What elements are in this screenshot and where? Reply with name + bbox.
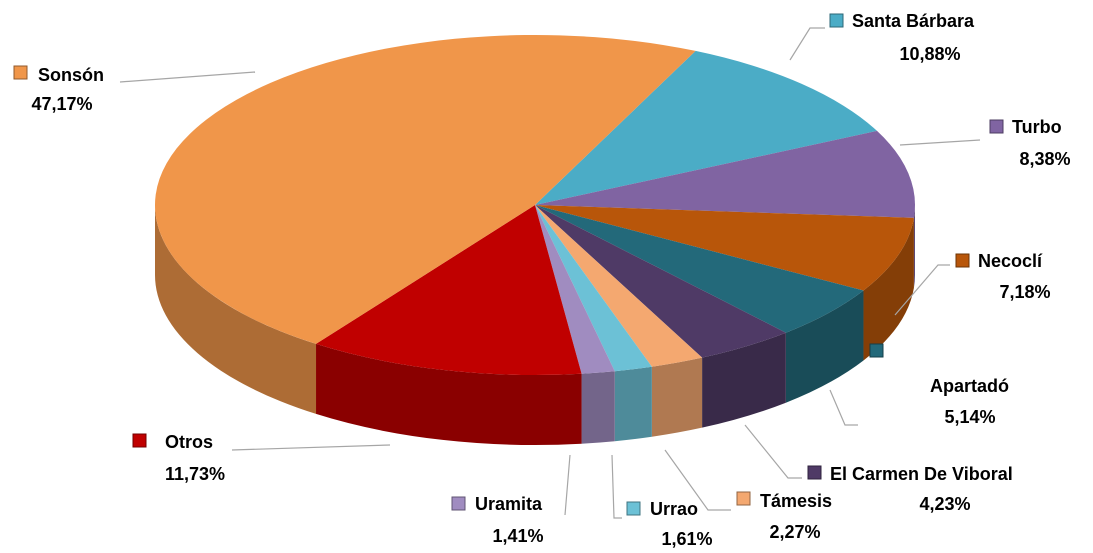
slice-side bbox=[614, 366, 652, 442]
legend-marker bbox=[451, 496, 466, 511]
slice-name: Turbo bbox=[1012, 117, 1062, 137]
slice bbox=[535, 50, 878, 206]
slice-value: 8,38% bbox=[1019, 149, 1070, 169]
slice bbox=[535, 205, 615, 374]
slice-name: Sonsón bbox=[38, 65, 104, 85]
slice bbox=[535, 205, 914, 291]
slice-side bbox=[702, 332, 786, 428]
slice-side bbox=[913, 205, 915, 288]
slice-name: Otros bbox=[165, 432, 213, 452]
slice-side bbox=[316, 343, 582, 446]
legend-marker bbox=[132, 433, 147, 448]
slice-value: 1,61% bbox=[661, 529, 712, 549]
slice-value: 11,73% bbox=[165, 464, 225, 484]
leader-line bbox=[894, 264, 950, 316]
leader-line bbox=[564, 454, 571, 516]
leader-line bbox=[829, 389, 858, 426]
slice-side bbox=[785, 290, 864, 403]
legend-marker bbox=[989, 119, 1004, 134]
slice-side bbox=[581, 371, 615, 444]
leader-line bbox=[231, 444, 391, 451]
legend-marker bbox=[736, 491, 751, 506]
leader-line bbox=[611, 454, 622, 519]
slice-side bbox=[155, 205, 317, 414]
slice-side bbox=[651, 357, 703, 437]
slice bbox=[535, 130, 915, 218]
slice-name: Necoclí bbox=[978, 251, 1043, 271]
slice-value: 1,41% bbox=[492, 526, 543, 546]
leader-line bbox=[119, 71, 256, 83]
legend-marker bbox=[869, 343, 884, 358]
slice-name: El Carmen De Viboral bbox=[830, 464, 1013, 484]
slice-value: 47,17% bbox=[31, 94, 92, 114]
slice bbox=[316, 205, 582, 375]
leader-line bbox=[899, 139, 981, 146]
slice-name: Támesis bbox=[760, 491, 832, 511]
legend-marker bbox=[829, 13, 844, 28]
slice-value: 2,27% bbox=[769, 522, 820, 542]
slice bbox=[535, 205, 786, 358]
slice-name: Urrao bbox=[650, 499, 698, 519]
leader-line bbox=[789, 27, 825, 61]
slice bbox=[535, 205, 703, 367]
slice bbox=[154, 34, 696, 344]
slice bbox=[535, 205, 652, 372]
legend-marker bbox=[955, 253, 970, 268]
leader-line bbox=[664, 449, 731, 511]
slice-value: 4,23% bbox=[919, 494, 970, 514]
legend-marker bbox=[626, 501, 641, 516]
leader-line bbox=[744, 424, 802, 479]
slice-value: 7,18% bbox=[999, 282, 1050, 302]
slice-name: Uramita bbox=[475, 494, 543, 514]
slice-name: Santa Bárbara bbox=[852, 11, 975, 31]
slice-value: 10,88% bbox=[899, 44, 960, 64]
slice bbox=[535, 205, 864, 333]
legend-marker bbox=[13, 65, 28, 80]
slice-name: Apartadó bbox=[930, 376, 1009, 396]
legend-marker bbox=[807, 465, 822, 480]
slice-value: 5,14% bbox=[944, 407, 995, 427]
slice-side bbox=[863, 217, 914, 361]
